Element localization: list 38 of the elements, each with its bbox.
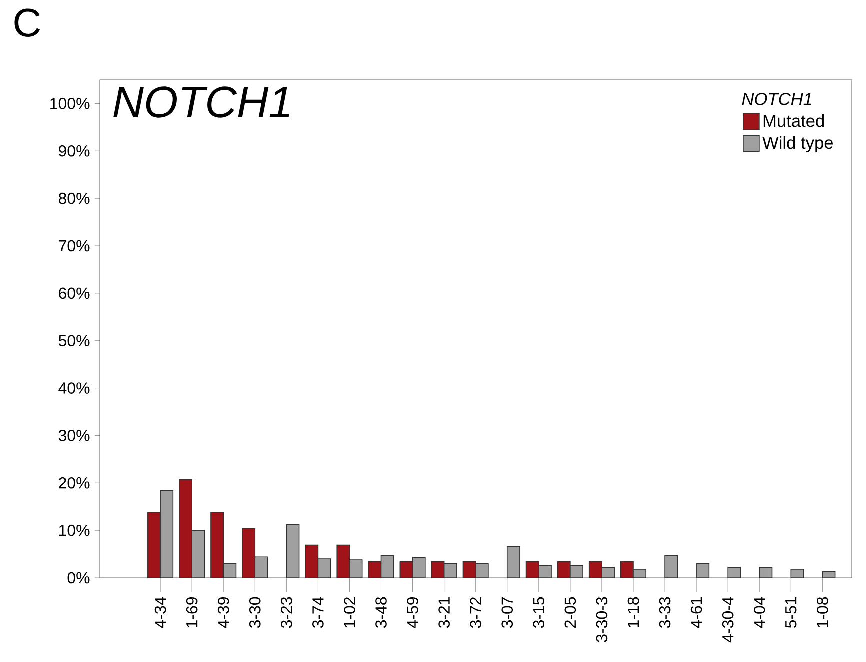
legend-title: NOTCH1 — [742, 93, 812, 106]
y-tick-label: 40% — [58, 382, 90, 394]
y-tick-label: 70% — [59, 240, 90, 252]
x-tick-label: 3-21 — [438, 598, 450, 628]
x-tick-label: 4-30-4 — [722, 597, 734, 643]
x-tick-label: 3-48 — [376, 597, 387, 628]
chart-title: NOTCH1 — [114, 86, 290, 118]
x-tick-label: 3-07 — [502, 598, 514, 628]
y-tick-label: 60% — [59, 288, 90, 300]
x-tick-label: 3-72 — [470, 598, 482, 628]
x-tick-label: 4-04 — [754, 597, 766, 628]
y-tick-label: 30% — [58, 430, 90, 442]
x-tick-label: 1-08 — [817, 597, 828, 628]
legend-label: Mutated — [764, 114, 824, 128]
x-tick-label: 4-39 — [218, 597, 230, 628]
y-tick-label: 50% — [58, 335, 90, 347]
legend-label: Wild type — [762, 136, 833, 153]
y-tick-label: 20% — [59, 477, 90, 489]
x-tick-label: 3-33 — [659, 597, 671, 628]
x-tick-label: 2-05 — [564, 597, 576, 628]
x-tick-label: 3-23 — [281, 597, 292, 628]
x-tick-label: 4-61 — [690, 598, 702, 628]
x-tick-label: 3-15 — [533, 597, 545, 628]
x-tick-label: 5-51 — [786, 598, 797, 628]
y-tick-label: 90% — [59, 145, 90, 157]
y-tick-label: 10% — [59, 524, 90, 536]
text: C — [14, 8, 40, 38]
y-tick-label: 80% — [58, 192, 90, 204]
x-tick-label: 1-18 — [628, 597, 640, 628]
x-tick-label: 3-30-3 — [596, 597, 608, 642]
x-tick-label: 3-30 — [249, 597, 261, 628]
x-tick-label: 1-69 — [186, 597, 198, 628]
y-tick-label: 100% — [50, 98, 90, 110]
x-tick-label: 3-74 — [312, 597, 324, 628]
x-tick-label: 4-59 — [407, 597, 418, 628]
y-tick-label: 0% — [68, 572, 90, 584]
x-tick-label: 1-02 — [344, 598, 356, 628]
x-tick-label: 4-34 — [154, 597, 166, 628]
